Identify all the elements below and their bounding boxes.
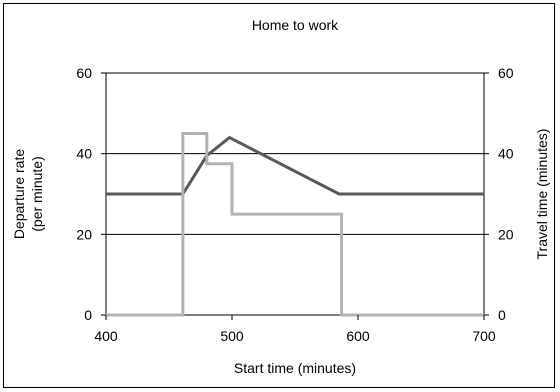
x-tick-label-0: 400 [94, 328, 118, 344]
x-axis-label: Start time (minutes) [234, 360, 356, 376]
y-right-tick-label-1: 20 [498, 226, 514, 242]
chart-title: Home to work [252, 17, 339, 33]
y-axis-label-right: Travel time (minutes) [534, 129, 550, 260]
series-line-1 [106, 132, 484, 317]
x-tick-label-3: 700 [472, 328, 496, 344]
series-group [106, 132, 484, 317]
y-right-tick-label-2: 40 [498, 146, 514, 162]
x-tick-label-2: 600 [346, 328, 370, 344]
y-right-tick-label-3: 60 [498, 65, 514, 81]
y-right-tick-label-0: 0 [498, 307, 506, 323]
gridlines [106, 153, 484, 235]
y-axis-label-left-line1: Departure rate [11, 149, 27, 239]
y-left-tick-label-1: 20 [76, 226, 92, 242]
y-left-tick-label-2: 40 [76, 146, 92, 162]
y-left-tick-label-3: 60 [76, 65, 92, 81]
y-left-tick-label-0: 0 [84, 307, 92, 323]
series-line-0 [106, 135, 484, 196]
y-axis-label-left-line2: (per minute) [29, 156, 45, 231]
x-tick-label-1: 500 [220, 328, 244, 344]
